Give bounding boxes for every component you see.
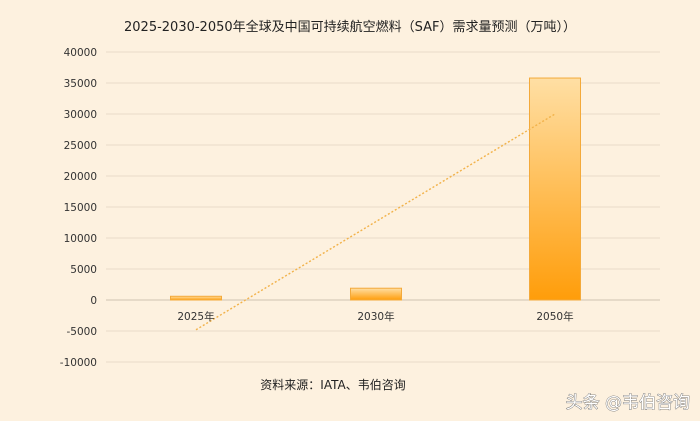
y-tick-label: 30000 xyxy=(64,109,97,121)
trendline-group xyxy=(195,113,556,331)
y-tick-label: -5000 xyxy=(66,326,97,338)
bar-2 xyxy=(350,287,402,301)
chart-title: 2025-2030-2050年全球及中国可持续航空燃料（SAF）需求量预测（万吨… xyxy=(124,19,576,35)
trendline xyxy=(195,113,556,331)
x-category-label: 2050年 xyxy=(536,310,573,323)
y-axis-tick-labels: 40000 35000 30000 25000 20000 15000 10000 5000 0… xyxy=(60,47,97,369)
x-category-label: 2030年 xyxy=(357,310,394,323)
y-tick-label: 20000 xyxy=(64,171,97,183)
x-category-label: 2025年 xyxy=(177,310,214,323)
source-note: 资料来源：IATA、韦伯咨询 xyxy=(260,377,405,392)
y-tick-label: -10000 xyxy=(60,357,97,369)
y-tick-label: 0 xyxy=(90,295,97,307)
bar-1 xyxy=(170,295,222,301)
bars xyxy=(170,77,581,301)
watermark: 头条 @韦伯咨询 xyxy=(566,393,690,413)
y-tick-label: 5000 xyxy=(70,264,97,276)
y-tick-label: 15000 xyxy=(64,202,97,214)
bar-3 xyxy=(529,77,581,301)
y-tick-label: 40000 xyxy=(64,47,97,59)
y-tick-label: 25000 xyxy=(64,140,97,152)
x-axis-category-labels: 2025年 2030年 2050年 xyxy=(177,310,573,323)
y-tick-label: 35000 xyxy=(64,78,97,90)
y-tick-label: 10000 xyxy=(64,233,97,245)
